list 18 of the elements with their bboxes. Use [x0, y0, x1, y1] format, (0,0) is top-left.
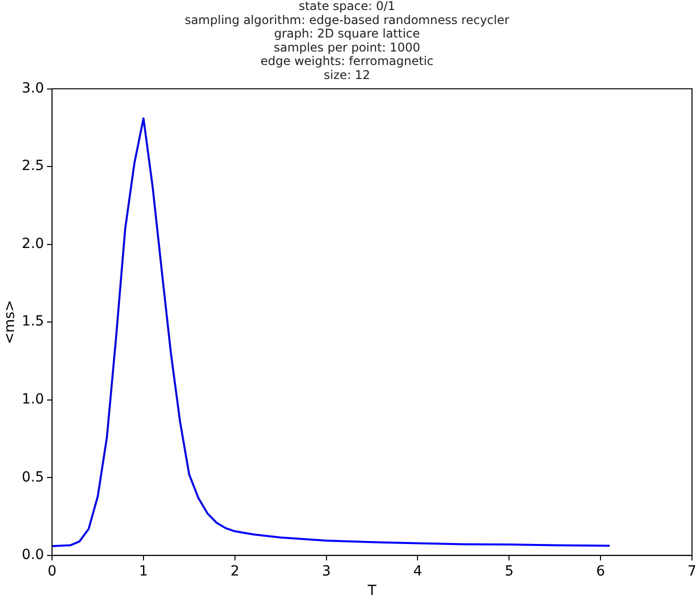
y-tick-label: 1.5	[22, 314, 44, 330]
x-tick-label: 4	[413, 563, 422, 580]
x-tick-label: 7	[688, 563, 696, 580]
x-tick-label: 2	[230, 563, 240, 580]
y-tick-label: 0.5	[22, 469, 44, 486]
x-tick-label: 6	[596, 563, 606, 580]
y-tick-label: 1.0	[22, 392, 44, 408]
y-tick-label: 0.0	[22, 547, 44, 564]
y-tick-label: 2.0	[22, 236, 44, 252]
chart-title: state space: 0/1 sampling algorithm: edge-based randomness recycler graph: 2D square lattice samples per point: 1000 edge weights: ferromagnetic size: 12	[184, 0, 510, 82]
x-tick-label: 0	[48, 563, 57, 580]
y-tick-label: 3.0	[22, 80, 44, 96]
x-tick-label: 3	[322, 563, 331, 580]
x-tick-label: 5	[504, 563, 514, 580]
y-tick-label: 2.5	[22, 158, 44, 174]
x-tick-label: 1	[139, 563, 148, 580]
y-axis-title: <ms>	[2, 300, 18, 344]
x-axis-title: T	[366, 583, 377, 600]
